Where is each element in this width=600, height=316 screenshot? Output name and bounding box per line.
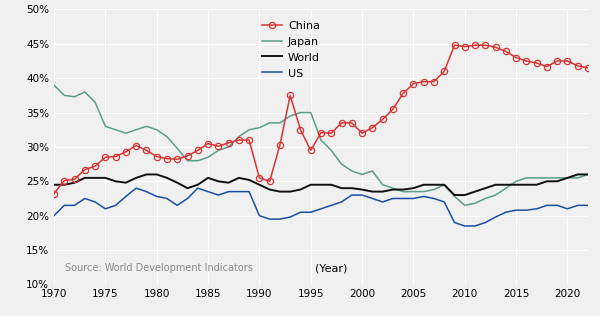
- Text: (Year): (Year): [316, 264, 348, 273]
- Text: Source: World Development Indicators: Source: World Development Indicators: [65, 264, 253, 273]
- Legend: China, Japan, World, US: China, Japan, World, US: [262, 21, 320, 79]
